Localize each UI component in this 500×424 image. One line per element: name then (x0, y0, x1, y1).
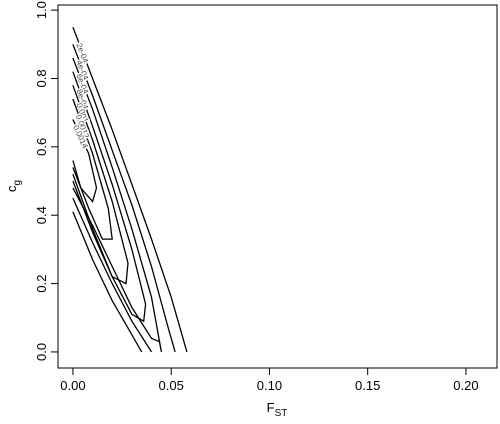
contour-line (72, 119, 98, 203)
x-tick-label: 0.15 (355, 378, 380, 393)
x-tick-label: 0.05 (159, 378, 184, 393)
y-tick-label: 0.4 (34, 206, 49, 224)
x-axis-label-sub: ST (275, 408, 288, 419)
y-tick-label: 0.2 (34, 275, 49, 293)
y-axis-label-sub: g (12, 180, 23, 186)
y-axis-label-main: c (4, 185, 19, 192)
contour-line (72, 85, 129, 285)
plot-frame (57, 4, 498, 369)
contour-line (72, 98, 113, 240)
y-tick-label: 1.0 (34, 1, 49, 19)
x-axis-label: FST (267, 400, 288, 419)
contour-line (72, 44, 176, 353)
contour-line (72, 57, 163, 353)
contour-line (72, 26, 188, 353)
y-tick-label: 0.8 (34, 69, 49, 87)
x-tick-label: 0.00 (60, 378, 85, 393)
x-tick-label: 0.10 (257, 378, 282, 393)
x-tick-label: 0.20 (453, 378, 478, 393)
y-tick-label: 0.6 (34, 138, 49, 156)
x-axis-label-main: F (267, 400, 275, 415)
y-axis-label: cg (4, 180, 23, 192)
y-tick-label: 0.0 (34, 343, 49, 361)
